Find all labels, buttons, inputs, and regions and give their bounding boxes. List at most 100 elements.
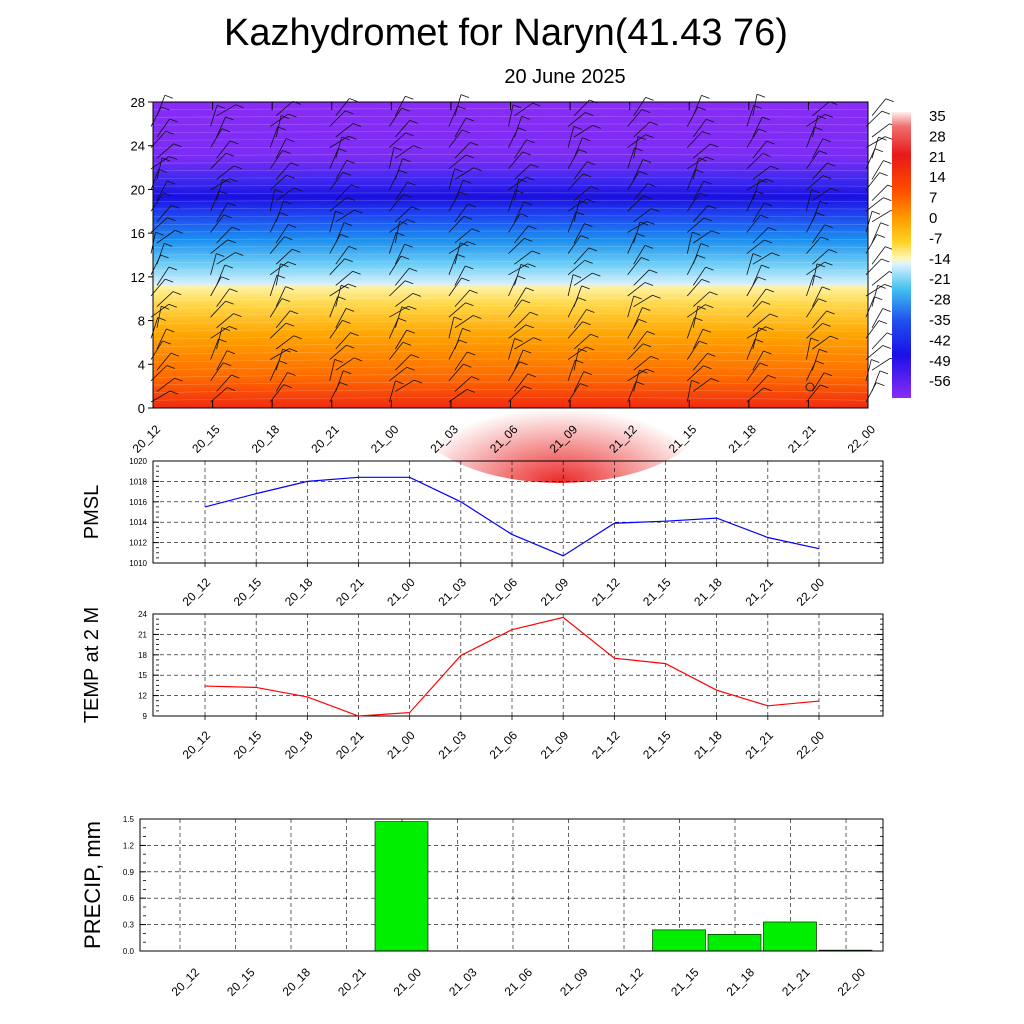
colorbar-label: 28: [929, 128, 946, 145]
contour-line: [152, 246, 869, 248]
wind-barb: [693, 378, 712, 392]
wind-barb: [633, 269, 650, 286]
wind-barb: [567, 260, 585, 276]
wind-barb-flag: [578, 348, 587, 353]
wind-barb: [514, 349, 524, 371]
wind-barb: [329, 258, 346, 276]
wind-barb: [806, 323, 823, 339]
wind-barb-flag: [756, 93, 766, 98]
contour-line: [152, 343, 869, 348]
wind-barb-flag: [221, 276, 230, 281]
wind-barb-flag: [771, 252, 780, 257]
contour-line: [152, 335, 869, 340]
contour-line: [152, 320, 869, 325]
wind-barb: [692, 205, 709, 223]
heatmap-panel: 0 4 8 12 16 20 24 28 20_12 20_15 20_18 20_21 21_00 21…: [130, 93, 951, 483]
wind-barb: [454, 351, 468, 371]
wind-barb-flag: [874, 148, 884, 153]
wind-barb: [395, 268, 410, 286]
heatmap-y-tick-label: 20: [131, 182, 145, 197]
wind-barb: [216, 202, 228, 223]
contour-line: [152, 131, 869, 133]
contour-line: [152, 207, 869, 210]
wind-barb-flag: [691, 380, 700, 384]
wind-barb-flag: [586, 309, 595, 313]
wind-barb-flag: [216, 104, 226, 109]
wind-barb: [210, 128, 223, 148]
wind-barb-flag: [280, 115, 290, 119]
wind-barb: [752, 252, 772, 265]
wind-barb-flag: [395, 380, 404, 385]
wind-barb: [394, 244, 405, 265]
contour-line: [152, 177, 869, 179]
wind-barb-flag: [164, 243, 173, 247]
heatmap-y-tick-label: 28: [131, 95, 145, 110]
wind-barb-flag: [228, 326, 238, 330]
wind-barb: [389, 366, 407, 382]
wind-barb-flag: [160, 254, 169, 259]
wind-barb-flag: [697, 305, 706, 310]
wind-barb: [156, 328, 167, 350]
contour-line: [152, 374, 869, 378]
wind-barb-flag: [463, 215, 473, 220]
wind-barb: [687, 156, 706, 170]
colorbar-label: 35: [929, 108, 946, 125]
wind-barb-flag: [463, 179, 472, 184]
wind-barb: [746, 178, 767, 191]
wind-barb: [388, 147, 395, 169]
wind-barb: [335, 370, 344, 392]
wind-barb-flag: [590, 333, 599, 338]
wind-barb-flag: [227, 387, 236, 391]
wind-barb-flag: [580, 235, 589, 239]
wind-barb-flag: [294, 187, 303, 192]
wind-barb: [871, 222, 881, 244]
wind-barb: [454, 376, 472, 392]
heatmap-y-tick-label: 0: [138, 401, 145, 416]
wind-barb: [210, 239, 228, 254]
wind-barb-flag: [572, 274, 582, 278]
wind-barb-flag: [520, 213, 529, 218]
wind-barb: [454, 180, 464, 201]
wind-barb-flag: [877, 284, 886, 289]
wind-barb: [269, 322, 287, 339]
wind-barb: [573, 186, 592, 201]
wind-barb: [269, 113, 289, 127]
wind-barb-flag: [340, 233, 349, 238]
wind-barb-flag: [522, 349, 532, 354]
wind-barb-flag: [235, 104, 244, 109]
wind-barb-flag: [641, 257, 650, 261]
heatmap-y-tick-label: 12: [131, 270, 145, 285]
wind-barb-flag: [578, 149, 587, 153]
pmsl-frame: [152, 460, 884, 564]
wind-barb-flag: [345, 308, 355, 312]
wind-barb-flag: [155, 231, 164, 236]
wind-barb: [448, 389, 468, 403]
wind-barb-flag: [233, 313, 242, 318]
wind-barb-flag: [584, 223, 593, 227]
wind-barb-flag: [830, 335, 839, 340]
wind-barb: [567, 274, 574, 297]
wind-barb: [389, 132, 406, 148]
wind-barb-flag: [398, 317, 407, 322]
wind-barb-flag: [880, 222, 889, 227]
wind-barb: [871, 370, 881, 392]
wind-barb: [865, 136, 886, 148]
wind-barb-flag: [703, 217, 712, 222]
wind-barb: [508, 190, 516, 212]
wind-barb: [514, 250, 533, 265]
wind-barb-flag: [882, 308, 891, 312]
wind-barb: [627, 171, 640, 191]
pmsl-x-tick-label: 20_18: [282, 575, 316, 609]
wind-barb-flag: [815, 360, 824, 365]
wind-barbs: [150, 93, 899, 403]
wind-barb-flag: [408, 305, 417, 310]
wind-barb-flag: [646, 331, 656, 335]
wind-barb-flag: [637, 136, 647, 140]
wind-barb-flag: [694, 317, 703, 321]
wind-barb: [395, 293, 414, 307]
wind-barb: [746, 105, 755, 127]
wind-barb: [156, 291, 174, 307]
wind-barb-flag: [277, 126, 286, 131]
temp-2m-x-tick-label: 21_18: [691, 728, 725, 762]
wind-barb-flag: [289, 348, 298, 352]
